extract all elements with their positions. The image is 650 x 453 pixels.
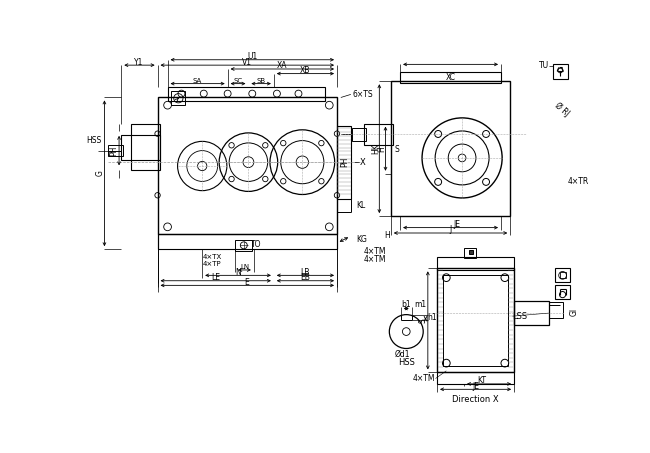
Text: SC: SC [233,77,242,83]
Text: PH: PH [340,157,349,167]
Text: LE: LE [211,273,220,282]
Text: 6×TS: 6×TS [352,90,373,99]
Bar [469,250,473,254]
Bar [172,92,185,105]
Bar [157,234,337,249]
Bar [337,126,351,199]
Text: G: G [96,170,104,176]
Text: 4×TX: 4×TX [202,254,222,260]
Bar [443,275,508,366]
Text: E: E [244,278,249,287]
Text: U1: U1 [247,52,257,61]
Text: 4×TM: 4×TM [364,247,386,256]
Text: X: X [360,158,366,167]
Text: PH: PH [109,145,118,156]
Bar [352,127,366,141]
Text: 4×TM: 4×TM [413,374,436,383]
Bar [168,87,326,101]
Text: KT: KT [477,376,486,386]
Text: 4×TP: 4×TP [202,261,221,267]
Text: Direction X: Direction X [452,395,499,404]
Bar [437,257,514,270]
Bar [555,285,570,299]
Text: LB: LB [301,268,310,277]
Bar [549,302,563,318]
Bar [400,72,501,83]
Text: SB: SB [256,77,265,83]
Text: JE: JE [453,220,460,229]
Text: HK: HK [371,143,380,154]
Text: HSS: HSS [86,136,101,145]
Text: J: J [449,226,452,234]
Text: XC: XC [445,73,456,82]
Text: XB: XB [300,66,311,75]
Text: GI: GI [569,308,578,316]
Text: HSS: HSS [398,358,415,367]
Bar [437,269,514,372]
Text: N: N [235,268,240,277]
Bar [555,269,570,282]
Bar [107,145,123,156]
Bar [552,63,568,79]
Bar [131,124,160,170]
Text: LSS: LSS [513,312,528,321]
Bar [157,97,337,234]
Text: Y1: Y1 [135,58,144,67]
Bar [437,372,514,384]
Text: S: S [395,145,399,154]
Bar [364,124,393,145]
Bar [391,81,510,216]
Text: TU: TU [539,62,549,70]
Text: 4×TM: 4×TM [364,255,386,265]
Text: EB: EB [300,273,310,282]
Text: TO: TO [251,240,261,249]
Text: H: H [384,231,390,240]
Text: KL: KL [356,201,365,210]
Text: JE: JE [472,382,479,391]
Text: m1: m1 [414,300,426,309]
Text: 4×TR: 4×TR [568,177,590,186]
Text: SA: SA [193,77,202,83]
Text: H: H [377,146,386,152]
Bar [514,301,549,325]
Bar [235,240,252,251]
Bar [464,248,476,258]
Bar [122,135,160,160]
Text: h1: h1 [427,313,437,322]
Text: Ø RJ: Ø RJ [552,101,571,118]
Text: KG: KG [356,235,367,244]
Text: V1: V1 [242,58,252,67]
Text: LN: LN [240,264,249,270]
Text: b1: b1 [402,300,411,309]
Text: Ød1: Ød1 [395,349,410,358]
Text: XA: XA [277,62,287,70]
Bar [560,272,566,279]
Text: S: S [419,318,428,323]
